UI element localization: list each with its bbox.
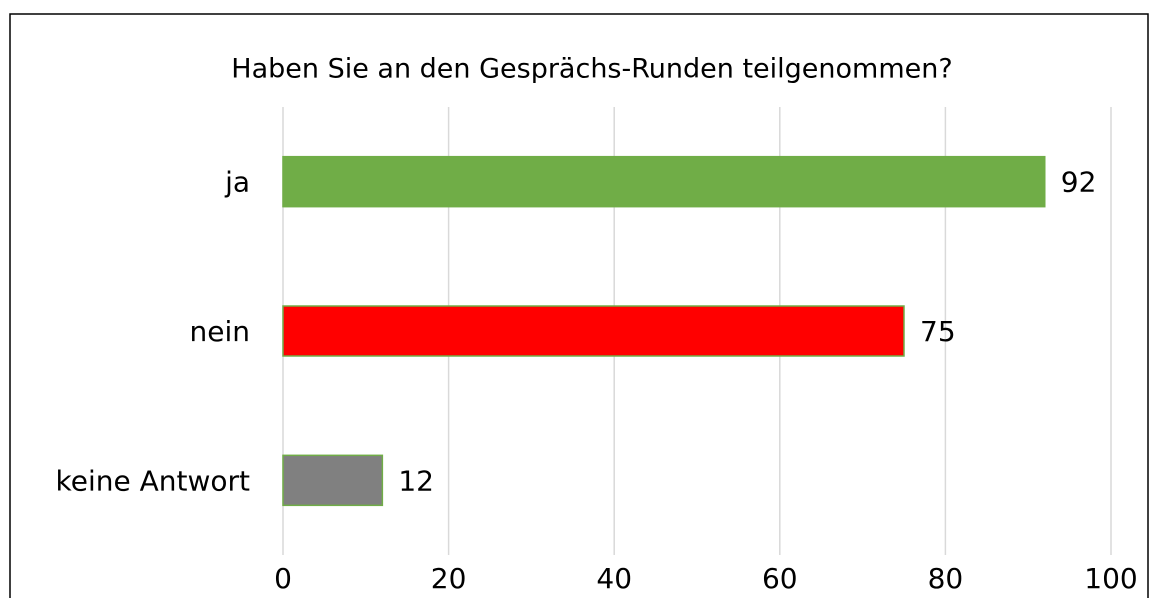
value-label: 75	[920, 315, 956, 348]
bar	[282, 305, 905, 357]
y-tick-label: ja	[224, 166, 250, 199]
x-tick-label: 0	[274, 562, 292, 595]
x-tick-label: 60	[762, 562, 798, 595]
bar	[282, 155, 1046, 208]
y-tick-label: keine Antwort	[56, 464, 251, 497]
value-label: 12	[398, 464, 434, 497]
value-label: 92	[1061, 166, 1097, 199]
x-tick-label: 80	[928, 562, 964, 595]
bar	[282, 454, 384, 507]
chart-title: Haben Sie an den Gesprächs-Runden teilge…	[231, 54, 952, 85]
x-tick-label: 100	[1084, 562, 1137, 595]
y-tick-label: nein	[190, 315, 251, 348]
x-tick-label: 40	[596, 562, 632, 595]
x-tick-label: 20	[431, 562, 467, 595]
